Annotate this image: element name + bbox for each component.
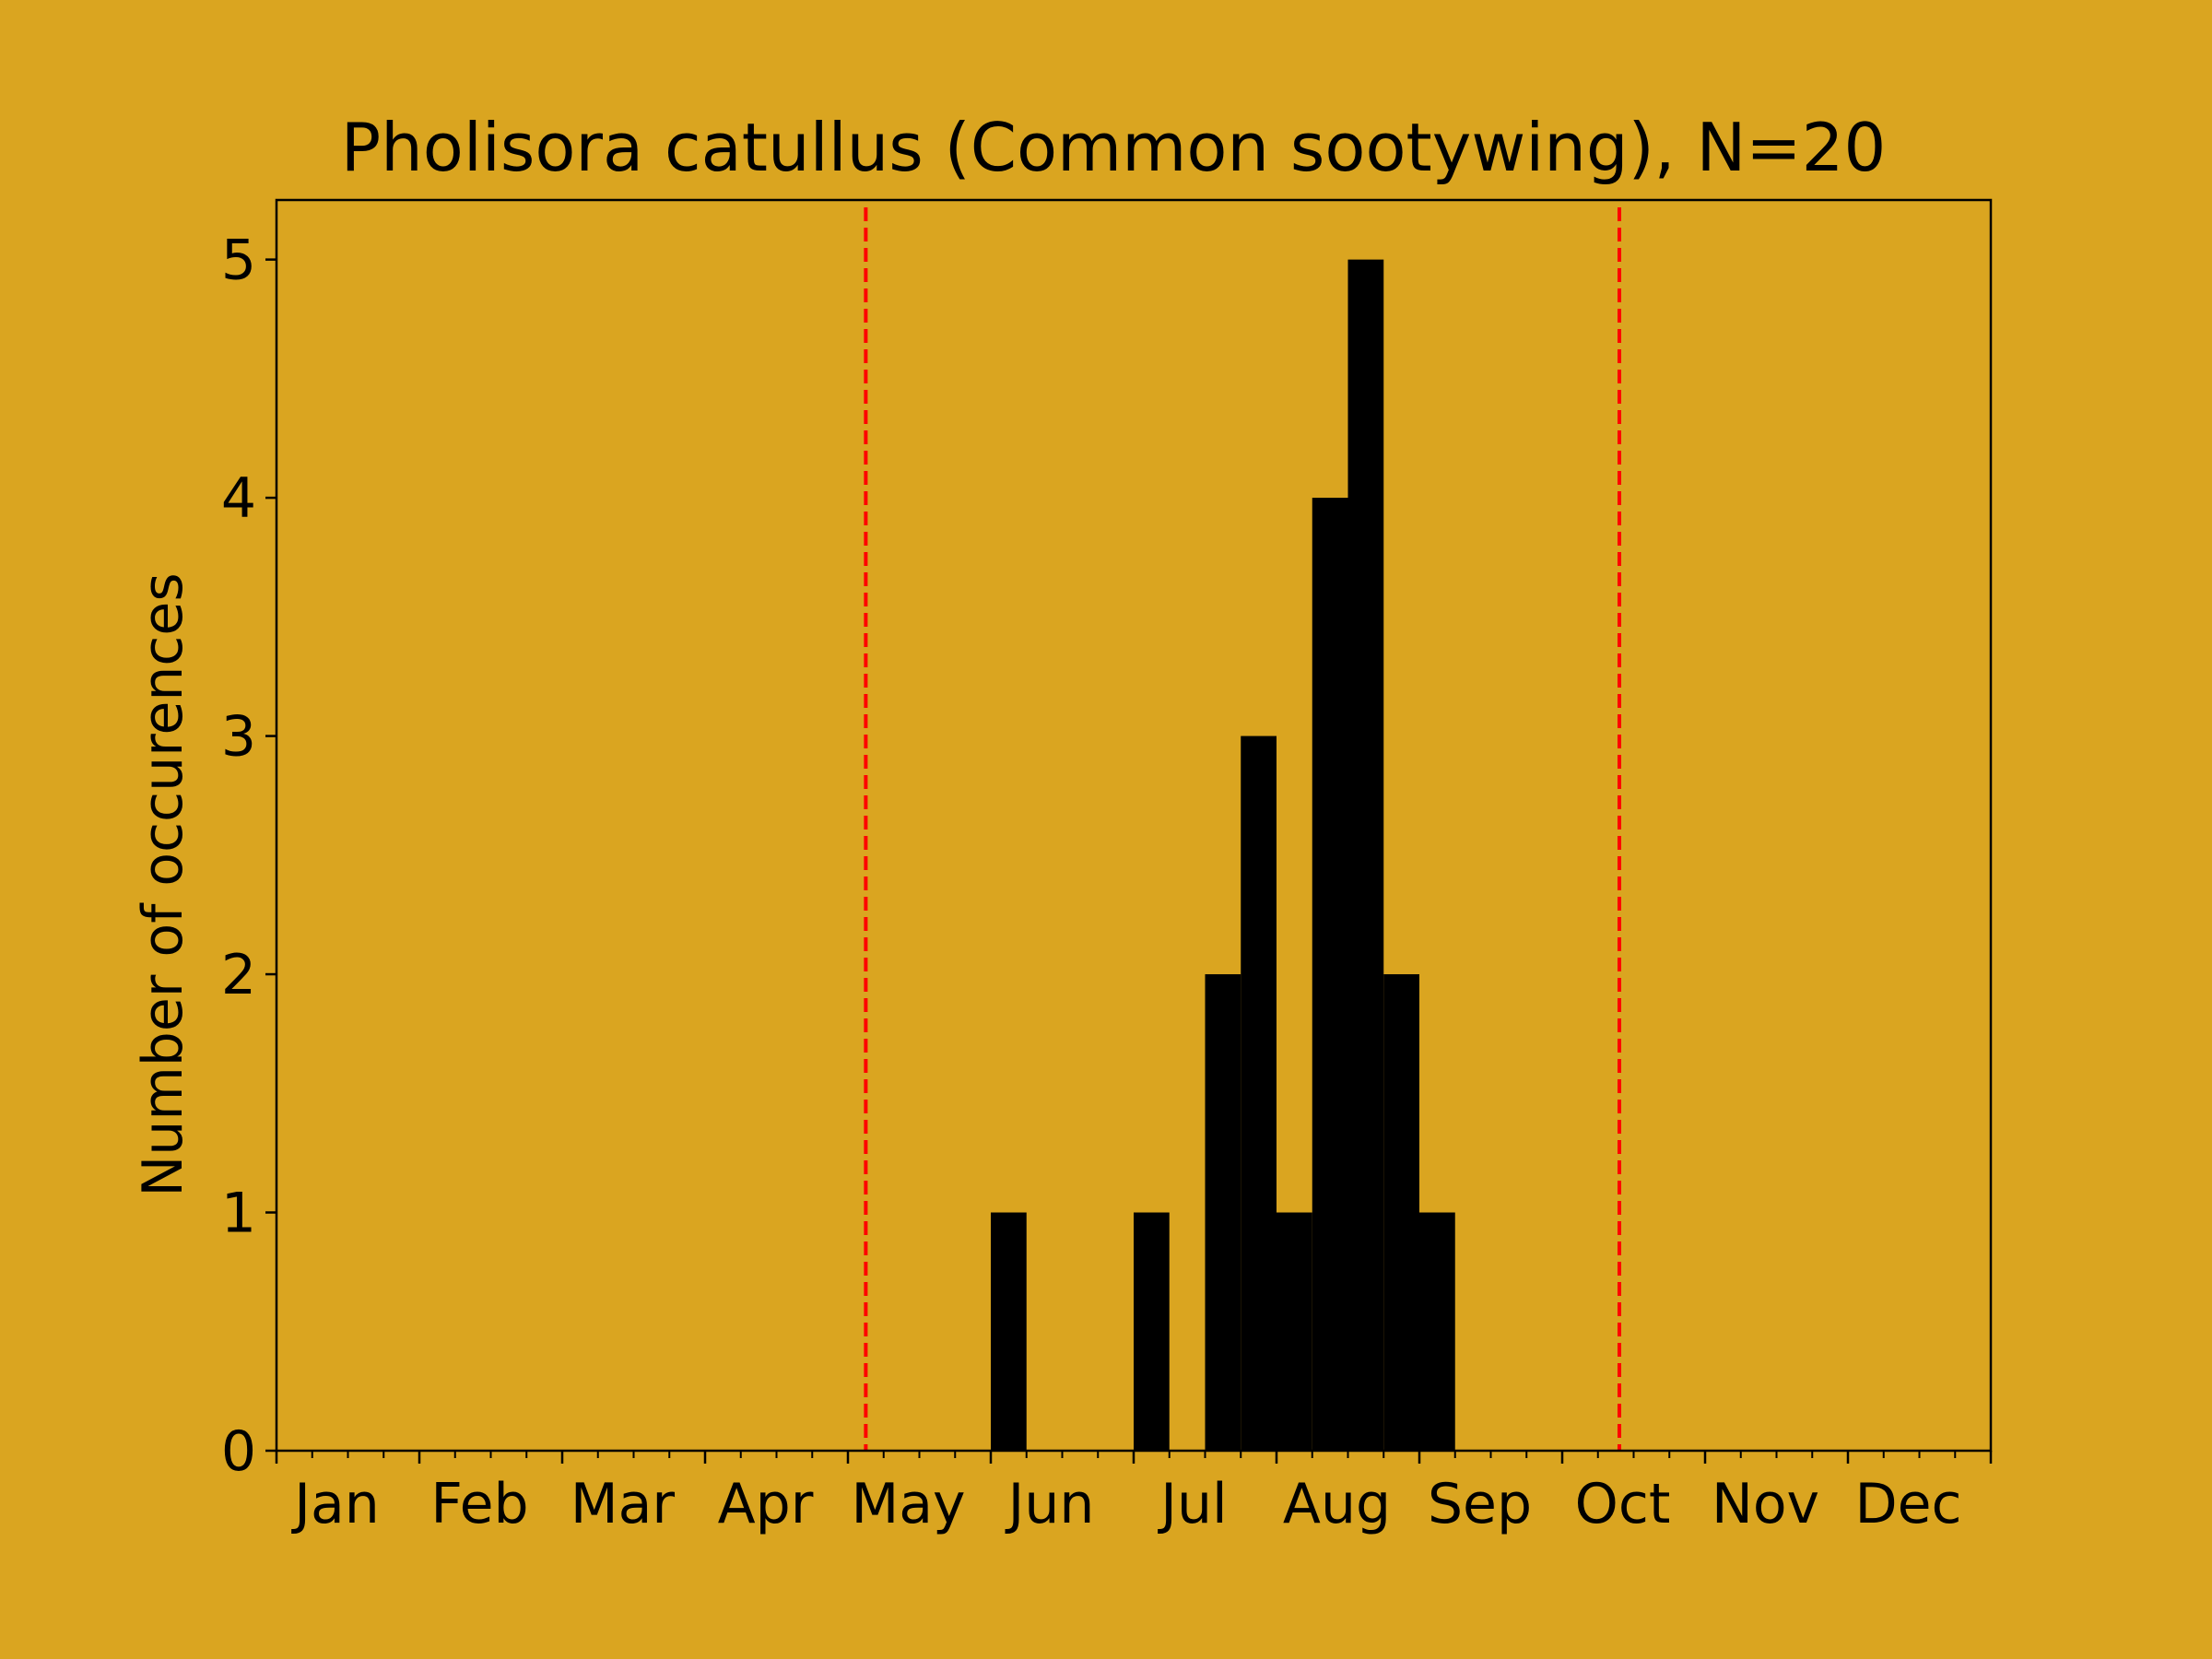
x-tick-label: Sep: [1428, 1472, 1532, 1536]
x-tick-label: Mar: [571, 1472, 676, 1536]
x-tick-label: Nov: [1712, 1472, 1819, 1536]
bar: [1419, 1212, 1455, 1451]
y-tick-label: 4: [221, 466, 256, 531]
x-tick-label: Jul: [1157, 1472, 1227, 1536]
bar: [1383, 974, 1419, 1451]
bar: [1347, 259, 1384, 1452]
x-tick-label: Feb: [430, 1472, 528, 1536]
x-tick-label: Aug: [1283, 1472, 1391, 1536]
bar: [1312, 498, 1348, 1451]
y-axis: 0 1 2 3 4 5: [221, 229, 276, 1484]
y-tick-label: 0: [221, 1419, 256, 1484]
y-axis-label: Number of occurences: [131, 572, 195, 1196]
x-tick-label: Jan: [290, 1472, 380, 1536]
y-tick-label: 5: [221, 229, 256, 293]
y-tick-label: 2: [221, 943, 256, 1007]
y-tick-label: 3: [221, 705, 256, 770]
bar: [1277, 1212, 1312, 1451]
bar: [1134, 1212, 1170, 1451]
bar: [991, 1212, 1027, 1451]
bar: [1205, 974, 1241, 1451]
x-tick-label: Dec: [1854, 1472, 1961, 1536]
bars: [991, 259, 1455, 1452]
reference-lines: [864, 207, 1621, 1451]
x-tick-label: Oct: [1575, 1472, 1671, 1536]
x-axis: Jan Feb Mar Apr May Jun Jul Aug Sep Oct Nov Dec: [275, 1451, 1993, 1536]
plot-frame: [275, 198, 1993, 1453]
x-tick-label: Apr: [718, 1472, 814, 1536]
y-tick-label: 1: [221, 1182, 256, 1246]
x-tick-label: Jun: [1005, 1472, 1095, 1536]
chart-title: Pholisora catullus (Common sootywing), N…: [341, 109, 1887, 186]
x-tick-label: May: [851, 1472, 965, 1536]
bar: [1241, 735, 1277, 1451]
